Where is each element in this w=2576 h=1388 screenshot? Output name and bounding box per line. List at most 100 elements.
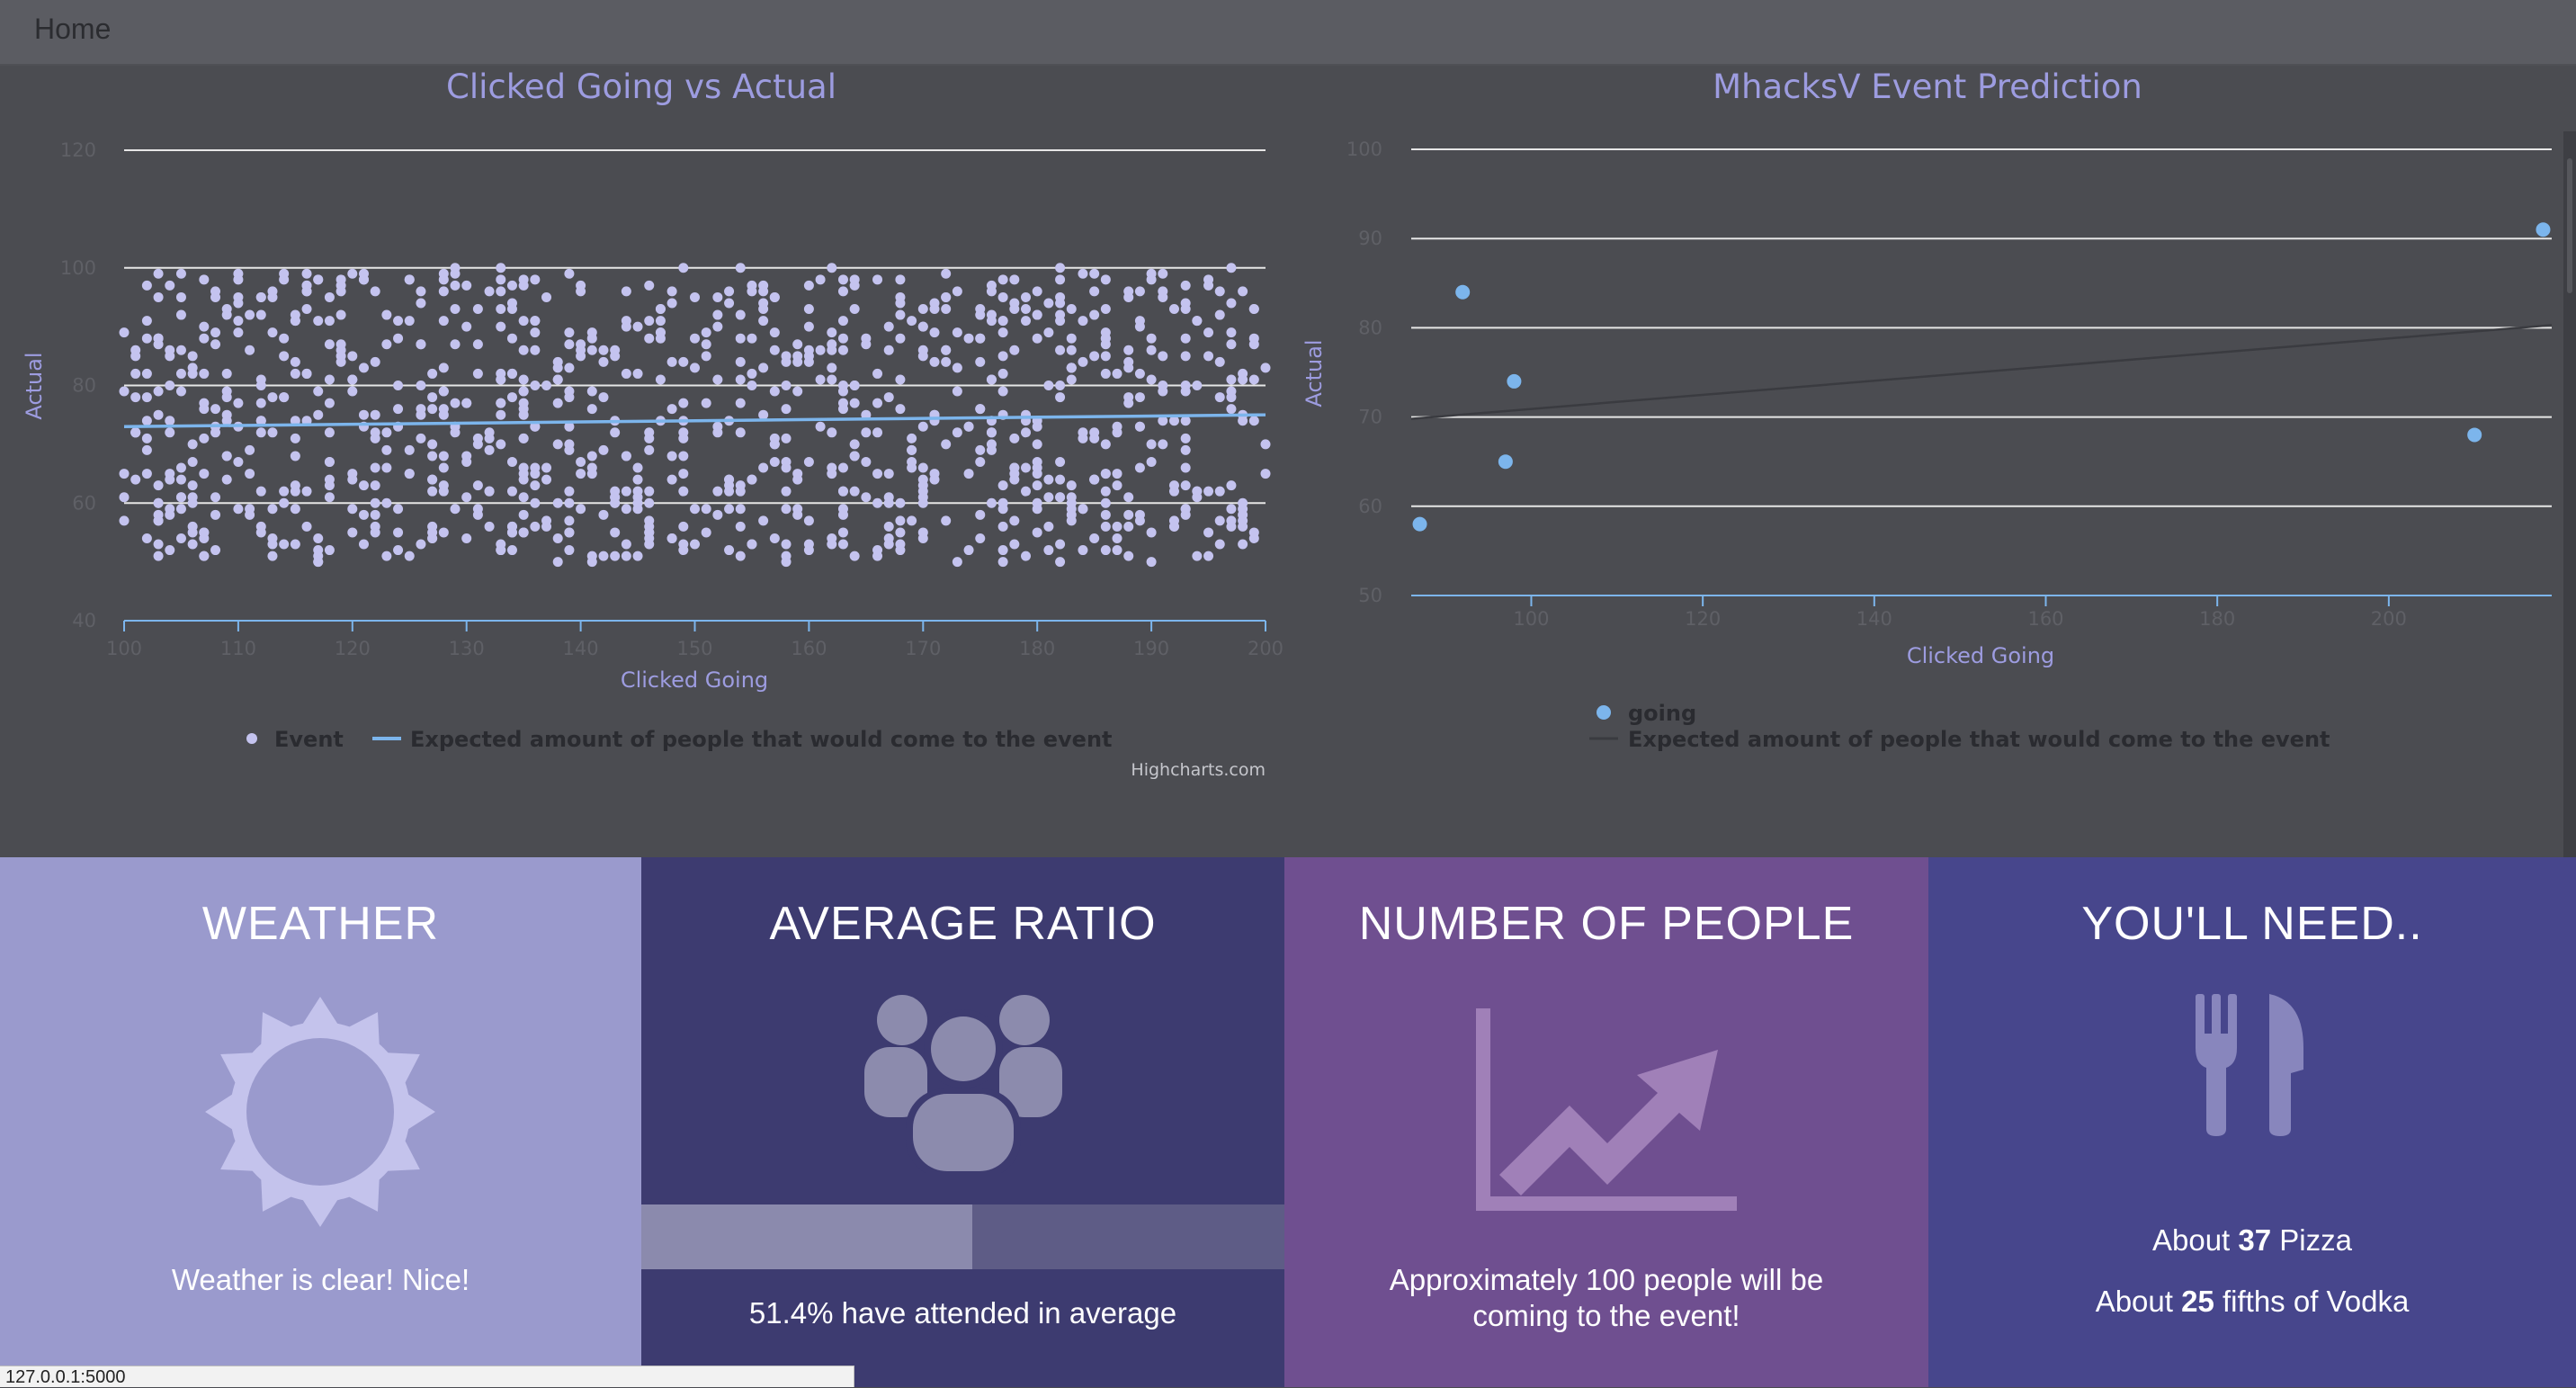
event-point[interactable] <box>130 345 141 355</box>
event-point[interactable] <box>1134 368 1145 379</box>
event-point[interactable] <box>530 327 541 338</box>
event-point[interactable] <box>1226 504 1237 515</box>
event-point[interactable] <box>1146 374 1157 385</box>
event-point[interactable] <box>1089 433 1100 443</box>
event-point[interactable] <box>141 392 152 403</box>
event-point[interactable] <box>496 263 506 273</box>
event-point[interactable] <box>917 304 928 315</box>
event-point[interactable] <box>290 504 300 515</box>
event-point[interactable] <box>552 439 563 450</box>
event-point[interactable] <box>541 515 552 526</box>
event-point[interactable] <box>119 386 130 397</box>
event-point[interactable] <box>279 392 290 403</box>
event-point[interactable] <box>701 327 711 338</box>
event-point[interactable] <box>975 509 986 520</box>
event-point[interactable] <box>1055 539 1066 550</box>
event-point[interactable] <box>792 386 803 397</box>
event-point[interactable] <box>496 274 506 285</box>
event-point[interactable] <box>1055 274 1066 285</box>
event-point[interactable] <box>1078 427 1088 438</box>
event-point[interactable] <box>701 398 711 408</box>
event-point[interactable] <box>792 339 803 350</box>
event-point[interactable] <box>210 545 221 556</box>
event-point[interactable] <box>883 521 894 532</box>
event-point[interactable] <box>827 462 837 473</box>
going-point[interactable] <box>2467 427 2482 443</box>
event-point[interactable] <box>586 333 597 344</box>
event-point[interactable] <box>279 333 290 344</box>
event-point[interactable] <box>245 309 255 320</box>
event-point[interactable] <box>678 451 689 461</box>
event-point[interactable] <box>712 374 723 385</box>
event-point[interactable] <box>119 492 130 503</box>
event-point[interactable] <box>1078 356 1088 367</box>
event-point[interactable] <box>917 486 928 497</box>
event-point[interactable] <box>393 381 404 390</box>
event-point[interactable] <box>837 527 848 538</box>
event-point[interactable] <box>279 539 290 550</box>
event-point[interactable] <box>461 492 472 503</box>
event-point[interactable] <box>506 333 517 344</box>
event-point[interactable] <box>370 462 380 473</box>
event-point[interactable] <box>175 268 186 279</box>
highcharts-credits[interactable]: Highcharts.com <box>1131 760 1266 780</box>
event-point[interactable] <box>644 497 655 508</box>
event-point[interactable] <box>598 444 609 455</box>
event-point[interactable] <box>1238 368 1248 379</box>
event-point[interactable] <box>827 539 837 550</box>
event-point[interactable] <box>564 386 575 397</box>
event-point[interactable] <box>347 374 358 385</box>
event-point[interactable] <box>1009 274 1020 285</box>
event-point[interactable] <box>712 321 723 332</box>
event-point[interactable] <box>141 280 152 291</box>
event-point[interactable] <box>187 456 198 467</box>
event-point[interactable] <box>427 486 438 497</box>
event-point[interactable] <box>450 398 461 408</box>
event-point[interactable] <box>1192 381 1203 390</box>
event-point[interactable] <box>199 404 210 415</box>
event-point[interactable] <box>438 527 449 538</box>
event-point[interactable] <box>1238 416 1248 426</box>
event-point[interactable] <box>632 551 643 561</box>
event-point[interactable] <box>335 309 346 320</box>
event-point[interactable] <box>541 291 552 302</box>
event-point[interactable] <box>1192 316 1203 327</box>
event-point[interactable] <box>1248 374 1259 385</box>
event-point[interactable] <box>518 374 529 385</box>
event-point[interactable] <box>210 509 221 520</box>
event-point[interactable] <box>141 368 152 379</box>
event-point[interactable] <box>1100 351 1111 362</box>
event-point[interactable] <box>370 509 380 520</box>
event-point[interactable] <box>1100 486 1111 497</box>
event-point[interactable] <box>735 309 746 320</box>
event-point[interactable] <box>1055 316 1066 327</box>
event-point[interactable] <box>484 486 495 497</box>
event-point[interactable] <box>255 416 266 426</box>
event-point[interactable] <box>564 486 575 497</box>
event-point[interactable] <box>233 398 244 408</box>
event-point[interactable] <box>472 339 483 350</box>
event-point[interactable] <box>952 286 962 297</box>
legend-event-label[interactable]: Event <box>274 727 344 752</box>
event-point[interactable] <box>393 333 404 344</box>
event-point[interactable] <box>541 462 552 473</box>
event-point[interactable] <box>1134 515 1145 526</box>
event-point[interactable] <box>210 404 221 415</box>
event-point[interactable] <box>1112 368 1123 379</box>
event-point[interactable] <box>986 439 997 450</box>
event-point[interactable] <box>518 316 529 327</box>
event-point[interactable] <box>621 539 631 550</box>
event-point[interactable] <box>416 433 426 443</box>
event-point[interactable] <box>484 286 495 297</box>
event-point[interactable] <box>438 363 449 373</box>
event-point[interactable] <box>564 444 575 455</box>
event-point[interactable] <box>1100 509 1111 520</box>
event-point[interactable] <box>576 280 586 291</box>
event-point[interactable] <box>1226 263 1237 273</box>
event-point[interactable] <box>769 533 780 543</box>
event-point[interactable] <box>1203 527 1214 538</box>
event-point[interactable] <box>518 345 529 355</box>
event-point[interactable] <box>530 381 541 390</box>
event-point[interactable] <box>907 456 917 467</box>
event-point[interactable] <box>827 427 837 438</box>
